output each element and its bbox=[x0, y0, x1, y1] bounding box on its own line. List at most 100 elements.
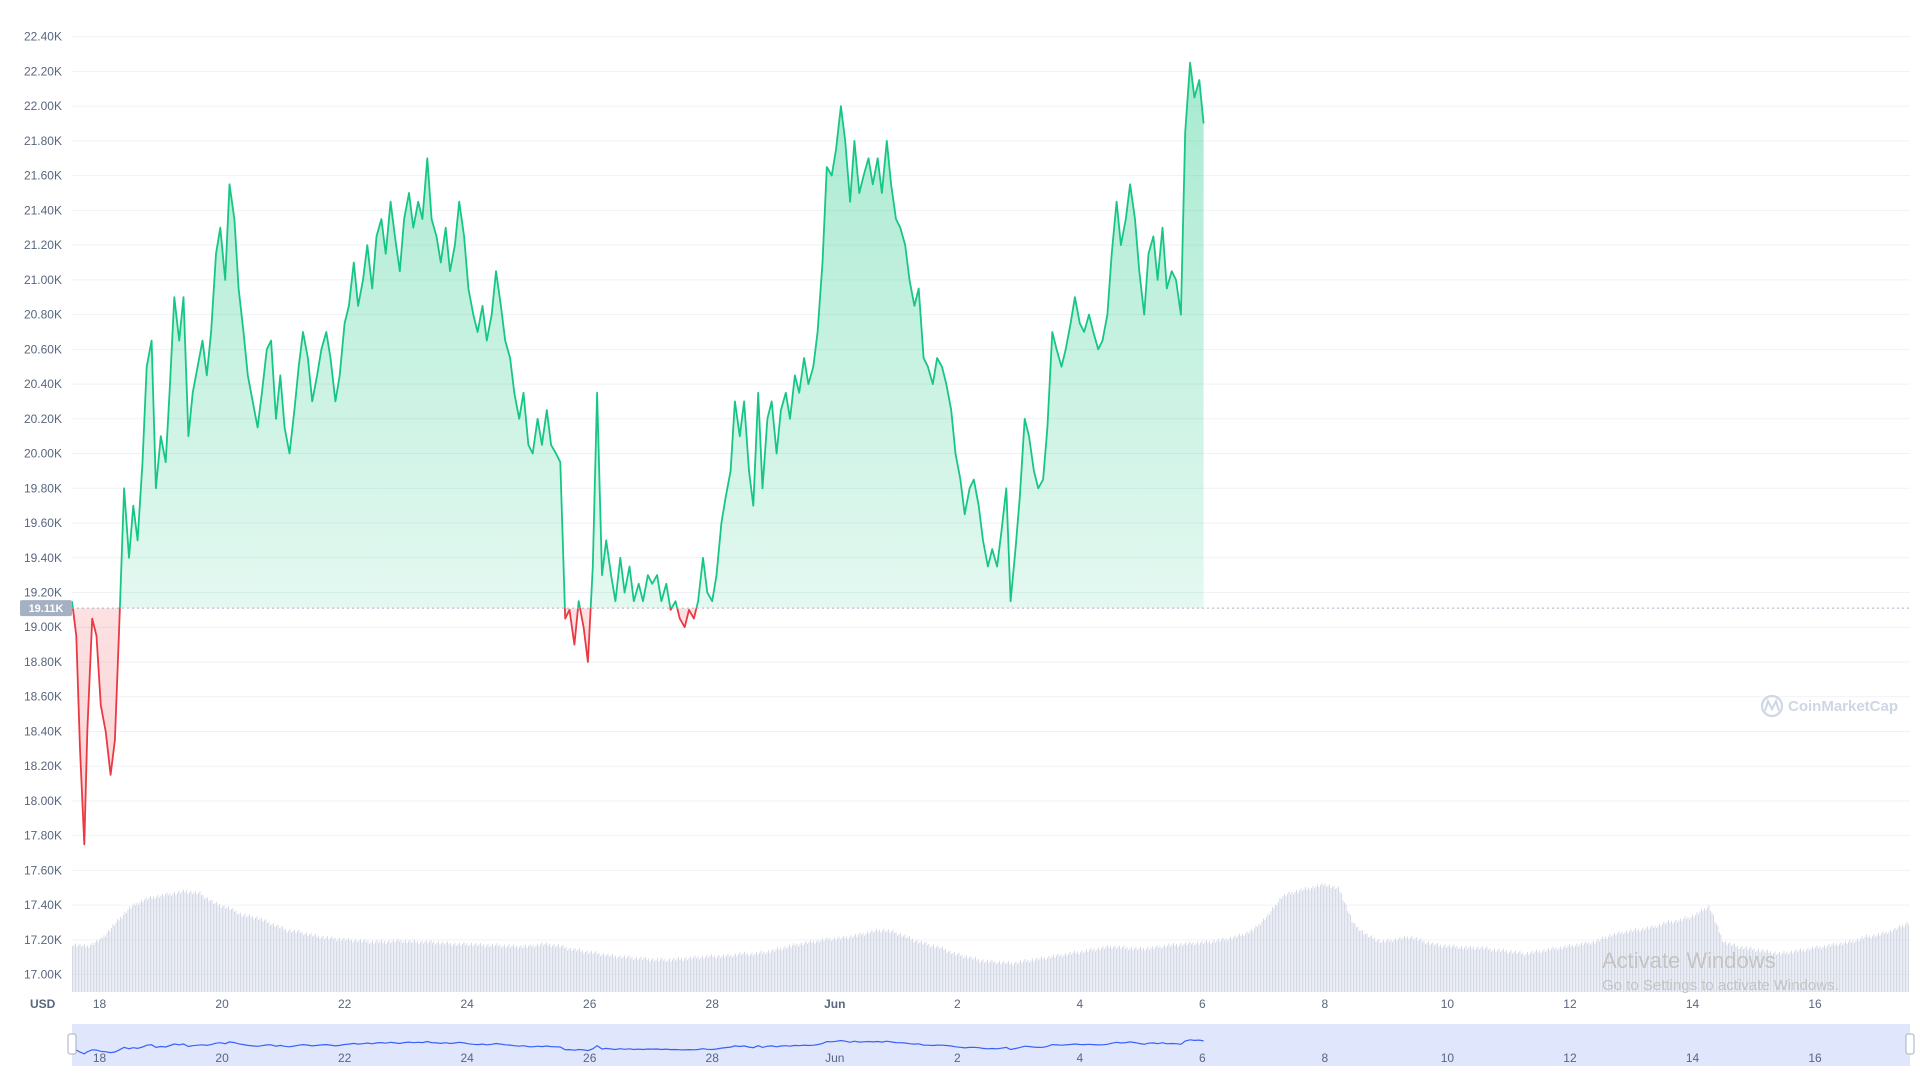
volume-bar bbox=[1312, 885, 1314, 992]
volume-bar bbox=[88, 947, 90, 992]
volume-bar bbox=[1098, 947, 1099, 992]
volume-bar bbox=[1069, 951, 1071, 992]
volume-bar bbox=[1047, 957, 1048, 992]
volume-bar bbox=[1258, 923, 1260, 992]
volume-bar bbox=[982, 959, 984, 992]
volume-bar bbox=[400, 939, 402, 992]
volume-bar bbox=[1537, 952, 1539, 992]
navigator-selection[interactable] bbox=[72, 1024, 1910, 1066]
volume-bar bbox=[490, 945, 492, 992]
volume-bar bbox=[985, 961, 987, 992]
volume-bar bbox=[529, 944, 531, 992]
volume-bar bbox=[1657, 925, 1659, 992]
volume-bar bbox=[390, 943, 391, 992]
navigator-price-line bbox=[71, 1039, 1204, 1055]
volume-bar bbox=[352, 942, 354, 992]
volume-bar bbox=[784, 946, 786, 992]
volume-bar bbox=[510, 947, 511, 992]
volume-bar bbox=[126, 913, 127, 992]
volume-bar bbox=[324, 939, 325, 992]
y-tick-label: 18.60K bbox=[24, 690, 62, 704]
volume-bar bbox=[1905, 924, 1906, 992]
volume-bar bbox=[654, 961, 655, 992]
volume-bar bbox=[724, 957, 726, 992]
volume-bar bbox=[636, 956, 637, 992]
volume-bar bbox=[1198, 944, 1200, 992]
volume-bar bbox=[1168, 943, 1170, 992]
volume-bar bbox=[604, 956, 606, 992]
volume-bar bbox=[1729, 942, 1731, 992]
range-navigator[interactable]: 18 20 22 24 26 28 Jun 2 4 6 8 10 12 14 16 bbox=[67, 1024, 1915, 1066]
volume-bar bbox=[1303, 889, 1305, 992]
volume-bar bbox=[1545, 951, 1546, 992]
volume-bar bbox=[169, 893, 171, 992]
volume-bar bbox=[1267, 913, 1269, 992]
volume-bar bbox=[570, 947, 571, 992]
volume-bar bbox=[916, 939, 918, 992]
volume-bar bbox=[766, 952, 768, 992]
volume-bar bbox=[1281, 898, 1282, 992]
volume-bar bbox=[1239, 933, 1240, 992]
volume-bar bbox=[1512, 953, 1513, 992]
volume-bar bbox=[1078, 954, 1080, 992]
volume-bar bbox=[796, 943, 798, 992]
volume-bar bbox=[1335, 889, 1336, 992]
volume-bar bbox=[538, 946, 540, 992]
volume-bar bbox=[1647, 926, 1648, 992]
volume-bar bbox=[1780, 955, 1782, 992]
currency-unit-label: USD bbox=[30, 997, 56, 1011]
price-area bbox=[72, 62, 1204, 845]
volume-bar bbox=[600, 956, 601, 992]
volume-bar bbox=[1561, 949, 1563, 992]
volume-bar bbox=[730, 954, 732, 992]
navigator-tick-label: 2 bbox=[954, 1051, 961, 1065]
volume-bar bbox=[1143, 947, 1144, 992]
x-tick-label: 18 bbox=[93, 997, 107, 1011]
volume-bar bbox=[1305, 886, 1306, 992]
volume-bar bbox=[1134, 948, 1135, 992]
volume-bar bbox=[1035, 959, 1036, 992]
y-tick-label: 21.80K bbox=[24, 134, 62, 148]
volume-bar bbox=[337, 939, 339, 992]
volume-bar bbox=[124, 911, 126, 992]
volume-bar bbox=[1144, 950, 1146, 992]
volume-bar bbox=[448, 944, 450, 992]
volume-bar bbox=[1116, 948, 1117, 992]
navigator-right-handle[interactable] bbox=[1905, 1033, 1915, 1055]
volume-bar bbox=[1182, 945, 1183, 992]
volume-bar bbox=[129, 906, 130, 992]
volume-bar bbox=[846, 936, 847, 992]
volume-bar bbox=[144, 899, 145, 992]
volume-bar bbox=[1032, 958, 1033, 992]
volume-bar bbox=[117, 919, 118, 992]
volume-bar bbox=[1471, 948, 1473, 992]
navigator-tick-label: 22 bbox=[338, 1051, 352, 1065]
volume-bar bbox=[1000, 964, 1002, 992]
volume-bar bbox=[1777, 953, 1779, 992]
volume-bar bbox=[463, 942, 465, 992]
navigator-tick-label: 12 bbox=[1563, 1051, 1577, 1065]
volume-bar bbox=[130, 908, 132, 992]
volume-bar bbox=[1876, 935, 1878, 992]
volume-bar bbox=[735, 953, 736, 992]
volume-bar bbox=[948, 951, 949, 992]
volume-bar bbox=[1158, 947, 1159, 992]
volume-bar bbox=[1369, 936, 1371, 992]
volume-bar bbox=[1288, 891, 1290, 992]
volume-bar bbox=[742, 953, 744, 992]
volume-bar bbox=[1276, 905, 1278, 992]
volume-bar bbox=[673, 957, 675, 992]
volume-bar bbox=[928, 943, 930, 992]
volume-bar bbox=[153, 896, 154, 992]
volume-bar bbox=[78, 945, 79, 992]
volume-bar bbox=[442, 941, 444, 992]
volume-bar bbox=[1174, 945, 1176, 992]
volume-bar bbox=[103, 935, 105, 992]
volume-bar bbox=[771, 951, 772, 992]
volume-bar bbox=[1815, 947, 1816, 992]
navigator-left-handle[interactable] bbox=[67, 1033, 77, 1055]
volume-bar bbox=[1758, 948, 1759, 992]
volume-bar bbox=[1068, 953, 1069, 992]
volume-bar bbox=[157, 894, 159, 992]
